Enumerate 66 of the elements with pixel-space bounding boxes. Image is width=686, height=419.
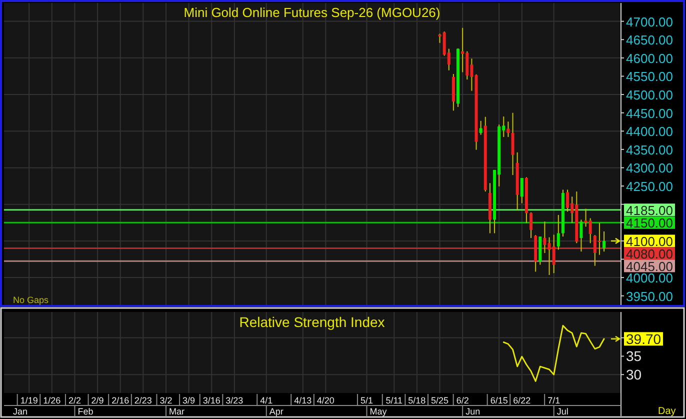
text: Feb	[78, 406, 94, 416]
x-tick-label: 2/2	[68, 395, 81, 406]
x-tick-label: 3/9	[182, 395, 196, 406]
x-tick-label: 5/11	[386, 395, 403, 406]
x-tick-label: 4/1	[260, 395, 273, 406]
y-tick-label: 3950.00	[626, 288, 673, 304]
data-label: 39.70	[626, 330, 662, 347]
x-tick-label: 2/16	[112, 395, 130, 406]
chart-title: Relative Strength Index	[239, 314, 385, 330]
candlestick	[602, 230, 606, 252]
y-tick-label: 35	[626, 348, 642, 364]
y-tick-label: 4500.00	[626, 87, 673, 102]
candlestick	[461, 27, 464, 73]
x-tick-label: 5/1	[360, 395, 374, 406]
x-tick-label: 6/2	[456, 395, 469, 406]
x-tick-label: 4/20	[316, 395, 334, 406]
candlestick	[588, 218, 592, 244]
x-tick-label: 3/23	[226, 395, 244, 406]
x-tick-label: 4/13	[294, 395, 312, 406]
candlestick	[566, 189, 570, 212]
y-tick-label: 4550.00	[626, 68, 673, 84]
x-tick-label: 2/9	[91, 395, 104, 406]
y-tick-label: 4650.00	[626, 32, 673, 48]
candlestick	[506, 121, 510, 138]
text: Jun	[466, 406, 480, 416]
ref-line-label: 4150.00	[626, 215, 673, 230]
y-tick-label: 4350.00	[626, 142, 673, 157]
candlestick	[556, 214, 560, 250]
ref-line-label: 4080.00	[626, 246, 673, 261]
y-tick-label: 4400.00	[626, 124, 673, 139]
ref-line-label: 4045.00	[626, 258, 673, 274]
x-tick-label: 5/25	[430, 395, 449, 406]
candlestick	[552, 234, 556, 274]
ref-line-label: 4185.00	[626, 202, 673, 218]
x-tick-label: 6/22	[513, 395, 531, 406]
x-tick-label: 3/2	[160, 395, 172, 406]
candlestick	[520, 177, 524, 204]
text: Mar	[168, 406, 184, 416]
x-tick-label: 5/18	[408, 395, 426, 406]
x-tick-label: 1/19	[20, 395, 38, 406]
text: 4100.00	[626, 233, 673, 248]
candlestick	[530, 212, 533, 239]
x-axis-title: Day	[658, 405, 676, 416]
y-tick-label: 4450.00	[626, 105, 673, 120]
annotation: No Gaps	[13, 295, 50, 305]
y-tick-label: 4300.00	[626, 160, 673, 176]
x-tick-label: 1/26	[43, 395, 61, 406]
x-tick-label: 7/1	[548, 395, 560, 406]
chart-title: Mini Gold Online Futures Sep-26 (MGOU26)	[184, 4, 440, 20]
candlestick	[543, 221, 546, 254]
candlestick	[580, 219, 583, 252]
x-tick-label: 3/16	[202, 395, 220, 406]
candlestick	[511, 112, 514, 176]
y-tick-label: 4600.00	[626, 50, 673, 66]
x-tick-label: 6/15	[490, 395, 508, 406]
y-tick-label: 4250.00	[626, 178, 673, 194]
line-series	[502, 324, 605, 382]
y-tick-label: 30	[626, 366, 642, 383]
text: May	[370, 406, 388, 416]
candlestick	[479, 120, 482, 136]
text: Jul	[556, 406, 568, 416]
y-tick-label: 4700.00	[626, 14, 673, 29]
candlestick	[598, 222, 601, 256]
text: Jan	[13, 406, 28, 416]
x-tick-label: 2/23	[134, 395, 152, 406]
text: Apr	[269, 406, 284, 416]
